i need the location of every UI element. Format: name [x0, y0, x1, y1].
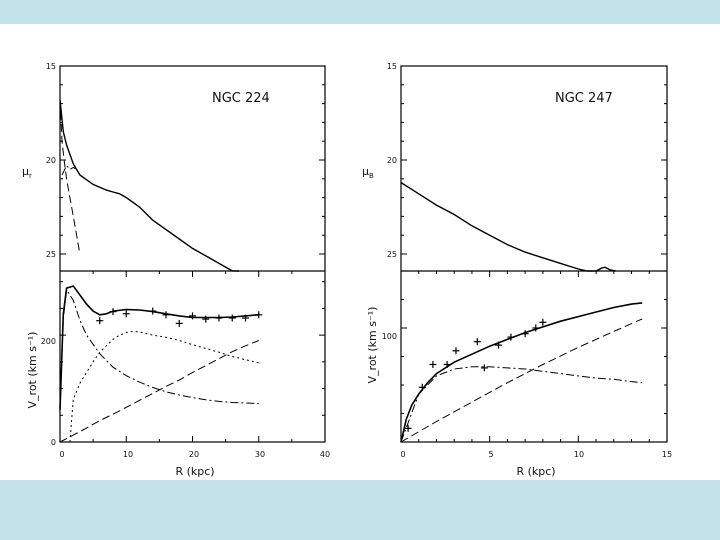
- xtick-ngc-224-0: 0: [59, 450, 64, 459]
- series-line-dash-dot: [59, 288, 259, 410]
- chart-title-ngc-247: NGC 247: [555, 91, 613, 106]
- data-point: [495, 341, 503, 349]
- xtick-ngc-247-3: 15: [662, 450, 672, 459]
- data-point: [404, 424, 412, 432]
- ytick-bot-ngc-224-0: 0: [51, 438, 56, 447]
- data-point: [96, 317, 104, 325]
- ytick-bot-ngc-247-0: 100: [382, 332, 397, 341]
- ytick-top-ngc-224-0: 15: [46, 62, 56, 71]
- series-line-dash-dot: [61, 164, 81, 176]
- frame-ngc-224: [59, 65, 326, 443]
- top-band: [0, 0, 720, 24]
- ytick-top-ngc-224-1: 20: [46, 156, 56, 165]
- plot-ngc-247-surface-brightness: [400, 65, 667, 272]
- ylabel-top-ngc-247: μB: [362, 165, 374, 180]
- xtick-ngc-224-2: 20: [189, 450, 199, 459]
- data-point: [255, 311, 263, 319]
- ytick-bot-ngc-224-1: 200: [41, 337, 56, 346]
- xtick-ngc-224-4: 40: [320, 450, 330, 459]
- xtick-ngc-247-0: 0: [400, 450, 405, 459]
- data-point: [189, 312, 196, 320]
- data-point: [480, 364, 488, 372]
- ytick-top-ngc-224-2: 25: [46, 250, 56, 259]
- data-point: [429, 360, 437, 368]
- data-point: [109, 308, 117, 316]
- xtick-ngc-247-1: 5: [488, 450, 493, 459]
- series-line-dashed: [400, 318, 643, 443]
- chart-title-ngc-224: NGC 224: [212, 91, 270, 106]
- xlabel-ngc-224: R (kpc): [175, 465, 214, 478]
- data-point: [149, 307, 157, 315]
- data-point: [507, 333, 515, 341]
- data-point: [532, 324, 540, 332]
- bottom-band: [0, 480, 720, 540]
- data-point: [473, 338, 481, 346]
- frame-ngc-247: [400, 65, 668, 443]
- ytick-top-ngc-247-1: 20: [387, 156, 397, 165]
- ylabel-bottom-ngc-224: V_rot (km s⁻¹): [26, 332, 39, 409]
- ylabel-bottom-ngc-247: V_rot (km s⁻¹): [366, 307, 379, 384]
- series-line-solid: [400, 182, 616, 272]
- series-line-solid: [59, 285, 259, 410]
- data-point: [215, 314, 223, 322]
- xtick-ngc-224-3: 30: [255, 450, 265, 459]
- data-point: [443, 360, 451, 368]
- data-point: [175, 319, 183, 327]
- data-point: [162, 311, 170, 319]
- xtick-ngc-224-1: 10: [123, 450, 133, 459]
- xlabel-ngc-247: R (kpc): [516, 465, 555, 478]
- series-line-dotted: [69, 330, 259, 443]
- series-line-dash-dot: [400, 366, 643, 443]
- chart-ngc-224: NGC 224 μr V_rot (km s⁻¹) R (kpc) 15 20 …: [22, 62, 330, 478]
- data-point: [539, 318, 547, 326]
- xtick-ngc-247-2: 10: [574, 450, 584, 459]
- data-point: [418, 383, 426, 391]
- plot-ngc-224-rotation-curve: [59, 271, 326, 443]
- data-point: [228, 314, 236, 322]
- chart-ngc-247: NGC 247 μB V_rot (km s⁻¹) R (kpc) 15 20 …: [362, 62, 672, 478]
- ytick-top-ngc-247-0: 15: [387, 62, 397, 71]
- ylabel-top-ngc-224: μr: [22, 165, 32, 180]
- plot-ngc-224-surface-brightness: [59, 65, 325, 272]
- data-point: [452, 347, 460, 355]
- ytick-top-ngc-247-2: 25: [387, 250, 397, 259]
- data-point: [202, 315, 210, 323]
- data-point: [242, 314, 249, 322]
- series-line-solid: [59, 99, 239, 272]
- data-point: [521, 330, 529, 338]
- plot-ngc-247-rotation-curve: [400, 270, 668, 443]
- data-point: [122, 310, 130, 318]
- series-line-dashed: [59, 99, 81, 255]
